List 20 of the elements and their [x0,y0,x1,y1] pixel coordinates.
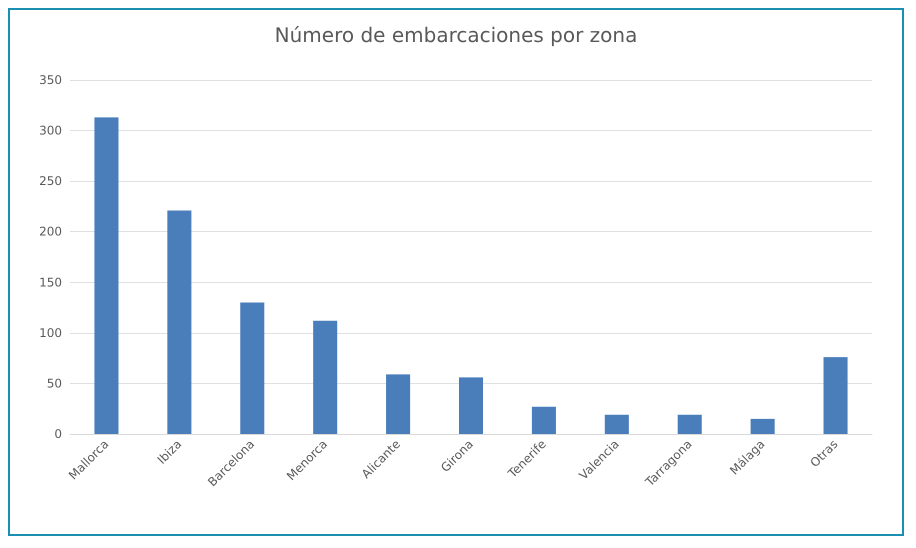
y-tick-label: 200 [39,224,62,239]
y-tick-label: 300 [39,124,62,138]
y-tick-label: 0 [54,427,62,441]
y-tick-label: 50 [46,376,62,390]
bar [167,210,192,434]
bar [240,302,264,434]
y-tick-label: 150 [39,275,62,290]
bar [824,357,848,434]
bar [604,414,629,434]
bar [313,320,338,434]
y-tick-label: 350 [39,73,62,87]
chart-title: Número de embarcaciones por zona [274,23,638,47]
bar [458,377,484,434]
bar [678,414,702,434]
y-tick-label: 100 [39,326,62,340]
bar [750,418,775,434]
y-tick-label: 250 [39,174,62,188]
bar [532,406,556,434]
bar [386,374,410,434]
bar [94,117,118,434]
